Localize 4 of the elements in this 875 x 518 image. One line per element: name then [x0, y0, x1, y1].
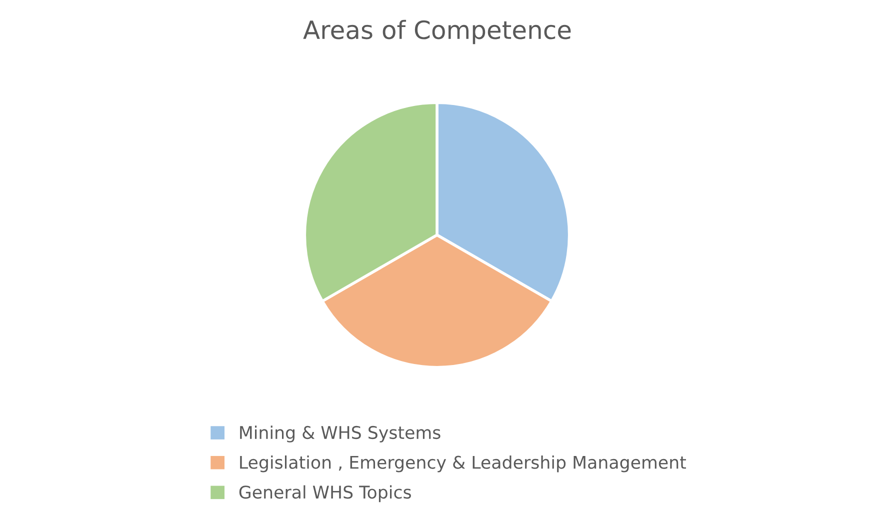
legend-label: Mining & WHS Systems [240, 426, 440, 442]
legend-label: General WHS Topics [239, 485, 411, 502]
chart-title: Areas of Competence [303, 20, 571, 44]
legend-label: Legislation , Emergency & Leadership Management [240, 455, 686, 472]
